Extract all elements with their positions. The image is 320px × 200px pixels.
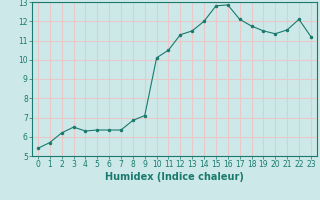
X-axis label: Humidex (Indice chaleur): Humidex (Indice chaleur) [105,172,244,182]
